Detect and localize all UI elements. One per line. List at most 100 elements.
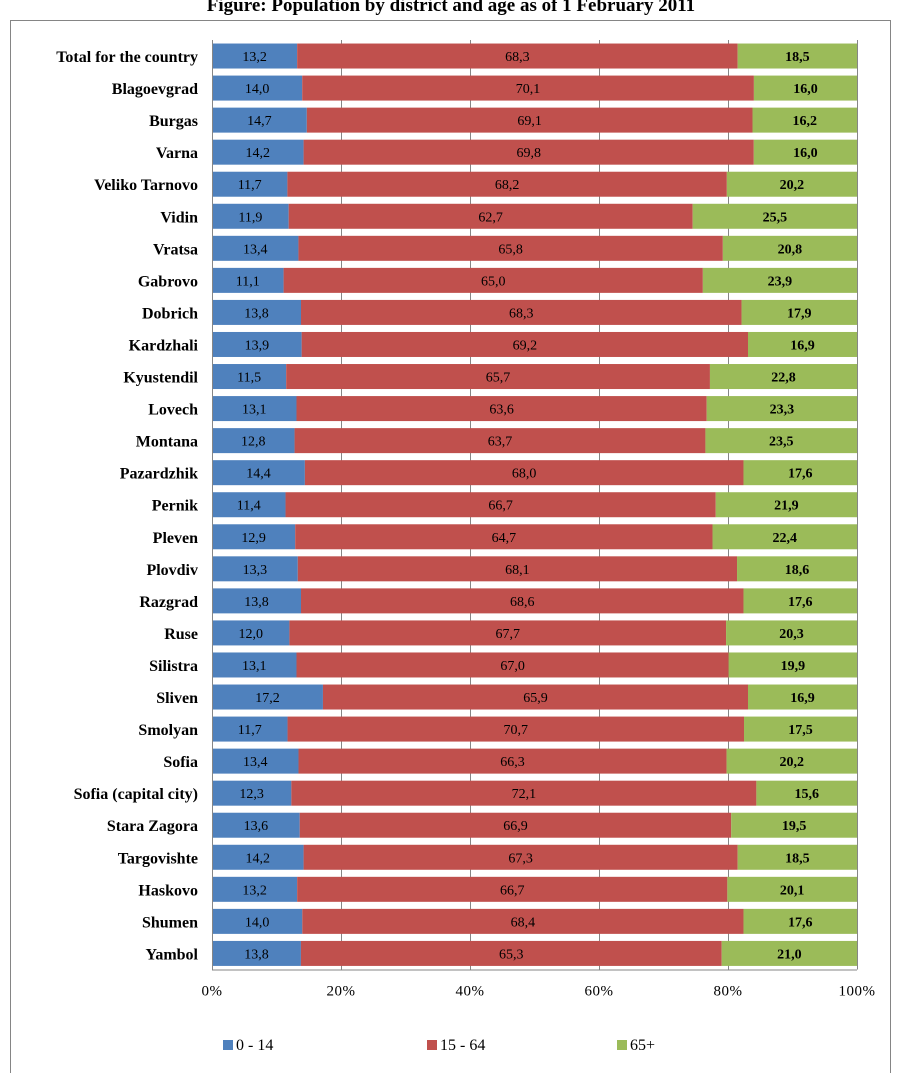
data-label: 69,2	[513, 338, 538, 353]
bar-segment	[287, 171, 727, 197]
bar-segment	[303, 844, 738, 870]
data-label: 18,5	[785, 50, 810, 65]
data-label: 11,7	[238, 723, 262, 738]
data-label: 12,3	[239, 787, 264, 802]
data-label: 65,9	[523, 691, 548, 706]
data-label: 14,7	[247, 114, 272, 129]
category-label: Blagoevgrad	[112, 81, 198, 98]
data-label: 21,0	[777, 947, 802, 962]
category-label: Plovdiv	[146, 562, 198, 579]
data-label: 72,1	[512, 787, 537, 802]
category-label: Yambol	[146, 946, 199, 963]
bar-segment	[726, 748, 857, 774]
x-tick-label: 60%	[585, 983, 614, 999]
x-tick-label: 40%	[456, 983, 485, 999]
bar-segment	[756, 780, 857, 806]
data-label: 11,5	[237, 371, 261, 386]
bar-segment	[715, 492, 857, 518]
category-label: Vratsa	[153, 241, 198, 258]
data-label: 69,8	[516, 146, 541, 161]
bar-segment	[301, 588, 744, 614]
data-label: 16,0	[793, 82, 818, 97]
bar-segment	[304, 460, 744, 486]
bar-segment	[747, 331, 857, 357]
category-label: Burgas	[149, 113, 198, 130]
bar-segment	[737, 844, 857, 870]
data-label: 20,8	[778, 242, 803, 257]
category-label: Sofia	[163, 754, 198, 771]
bar-segment	[295, 524, 713, 550]
bar-segment	[726, 620, 857, 646]
bar-segment	[212, 876, 298, 902]
category-label: Kardzhali	[129, 337, 199, 354]
bar-segment	[212, 460, 305, 486]
bar-segment	[747, 684, 857, 710]
data-label: 20,2	[780, 178, 805, 193]
category-label: Sliven	[156, 690, 198, 707]
data-label: 70,1	[516, 82, 541, 97]
bar-segment	[692, 203, 857, 229]
data-label: 13,2	[242, 883, 267, 898]
data-label: 22,8	[771, 371, 796, 386]
bar-segment	[212, 716, 288, 742]
bar-segment	[298, 235, 723, 261]
title-backdrop	[0, 0, 902, 19]
data-label: 14,2	[246, 851, 271, 866]
bar-segment	[753, 75, 857, 101]
category-label: Ruse	[164, 626, 198, 643]
bar-segment	[322, 684, 748, 710]
bar-segment	[283, 267, 703, 293]
data-label: 16,9	[790, 338, 815, 353]
data-label: 18,6	[785, 563, 810, 578]
bar-segment	[212, 620, 290, 646]
data-label: 11,9	[238, 210, 262, 225]
bar-segment	[212, 235, 299, 261]
data-label: 16,0	[793, 146, 818, 161]
data-label: 66,7	[500, 883, 525, 898]
data-label: 13,4	[243, 242, 268, 257]
data-label: 21,9	[774, 499, 799, 514]
bar-segment	[212, 652, 297, 678]
data-label: 68,6	[510, 595, 535, 610]
data-label: 13,1	[242, 403, 267, 418]
data-label: 13,8	[244, 595, 269, 610]
category-label: Montana	[136, 434, 198, 451]
bar-segment	[296, 396, 707, 422]
bar-segment	[705, 428, 857, 454]
data-label: 70,7	[504, 723, 529, 738]
category-label: Silistra	[149, 658, 198, 675]
bar-segment	[294, 428, 706, 454]
bar-segment	[287, 716, 745, 742]
bar-segment	[212, 331, 302, 357]
bar-segment	[300, 940, 722, 966]
data-label: 25,5	[763, 210, 788, 225]
data-label: 14,4	[246, 467, 271, 482]
category-label: Targovishte	[118, 850, 198, 867]
bar-segment	[302, 908, 744, 934]
data-label: 14,0	[245, 82, 270, 97]
data-label: 66,3	[500, 755, 525, 770]
legend: 0 - 14 15 - 64 65+	[223, 1037, 655, 1054]
bar-segment	[752, 107, 857, 133]
data-label: 68,3	[509, 306, 534, 321]
data-label: 69,1	[517, 114, 542, 129]
x-tick-label: 20%	[327, 983, 356, 999]
bar-segment	[212, 107, 307, 133]
x-tick-label: 80%	[714, 983, 743, 999]
x-tick-label: 0%	[202, 983, 223, 999]
data-label: 13,4	[243, 755, 268, 770]
data-label: 12,9	[241, 531, 266, 546]
bar-segment	[212, 780, 292, 806]
data-label: 13,1	[242, 659, 267, 674]
bar-segment	[722, 235, 857, 261]
data-label: 17,5	[788, 723, 813, 738]
data-label: 13,3	[243, 563, 268, 578]
data-label: 12,0	[238, 627, 263, 642]
bar-segment	[212, 684, 323, 710]
data-label: 11,1	[236, 274, 260, 289]
bar-segment	[291, 780, 757, 806]
bar-segment	[709, 364, 857, 390]
bar-segment	[212, 908, 303, 934]
bar-segment	[731, 812, 857, 838]
category-label: Gabrovo	[138, 273, 198, 290]
